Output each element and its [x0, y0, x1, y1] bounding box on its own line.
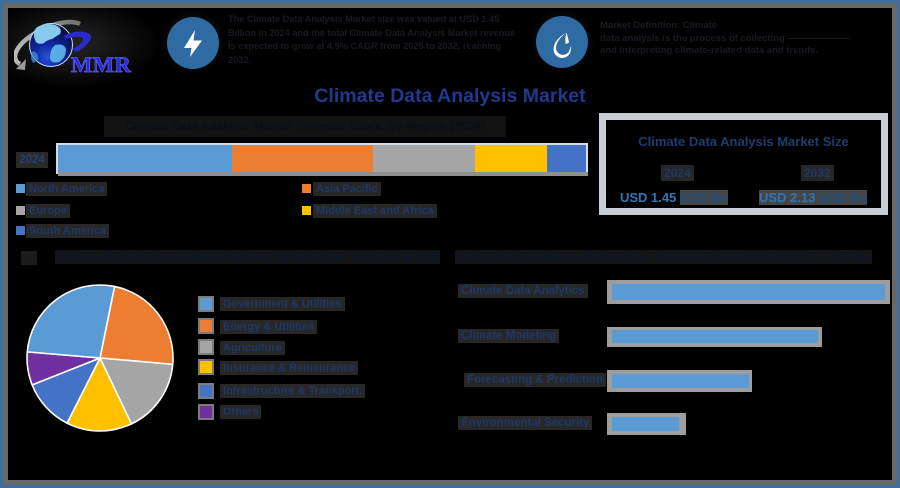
- svg-text:MMR: MMR: [71, 52, 131, 77]
